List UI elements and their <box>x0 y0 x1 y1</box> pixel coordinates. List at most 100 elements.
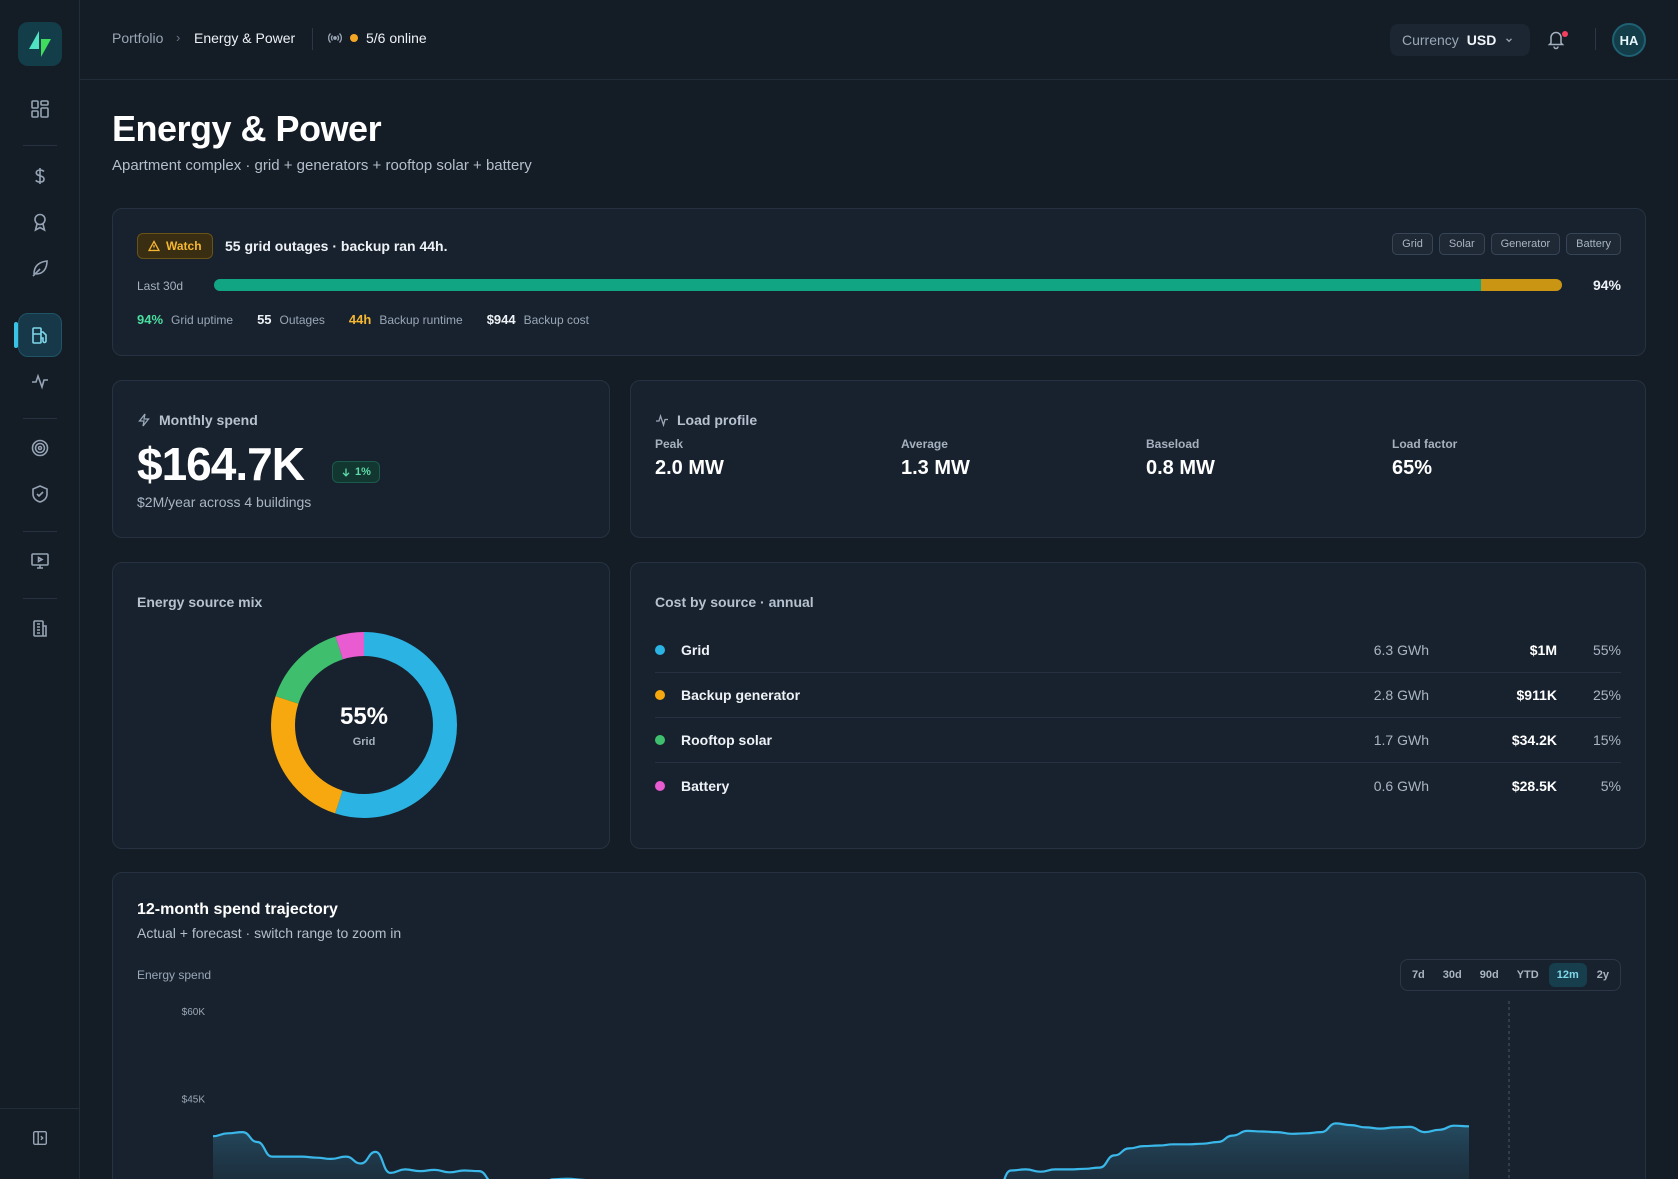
topbar: Portfolio › Energy & Power 5/6 online Cu… <box>80 0 1678 80</box>
dollar-icon <box>35 168 45 184</box>
cost-energy: 0.6 GWh <box>1373 777 1429 794</box>
load-profile-title-text: Load profile <box>677 412 758 428</box>
cost-share: 15% <box>1592 732 1621 748</box>
stat-label: Backup cost <box>523 313 589 327</box>
page-subtitle: Apartment complex · grid + generators + … <box>112 157 532 174</box>
currency-label: Currency <box>1402 32 1459 48</box>
sidebar-toggle-icon <box>32 1130 48 1146</box>
cost-share: 55% <box>1592 642 1621 658</box>
donut-slice-backup-generator[interactable] <box>271 632 457 818</box>
zap-icon <box>138 413 150 427</box>
nav-reports[interactable] <box>18 539 62 583</box>
online-count: 5/6 online <box>366 30 427 46</box>
dashboard-icon <box>31 100 49 118</box>
chip-generator[interactable]: Generator <box>1490 233 1561 255</box>
range-30d[interactable]: 30d <box>1442 969 1462 981</box>
cost-energy: 1.7 GWh <box>1373 732 1429 748</box>
active-nav-indicator <box>14 322 18 348</box>
monthly-spend-subtitle: $2M/year across 4 buildings <box>137 494 312 510</box>
trajectory-axis-label: Energy spend <box>137 968 212 982</box>
monthly-spend-title: Monthly spend <box>137 412 258 428</box>
range-7d[interactable]: 7d <box>1411 969 1425 981</box>
cost-row-rooftop-solar[interactable]: Rooftop solar 1.7 GWh $34.2K 15% <box>655 718 1621 763</box>
cost-source-name: Backup generator <box>681 687 801 703</box>
currency-select[interactable]: Currency USD <box>1390 24 1530 56</box>
chip-battery[interactable]: Battery <box>1566 233 1621 255</box>
nav-finance[interactable] <box>18 154 62 198</box>
notifications-button[interactable] <box>1546 28 1570 52</box>
spend-area <box>213 1123 1469 1179</box>
uptime-bar-label: Last 30d <box>137 279 184 293</box>
nav-certifications[interactable] <box>18 200 62 244</box>
legend-dot <box>655 735 665 745</box>
metric-label: Load factor <box>1392 437 1458 451</box>
range-ytd[interactable]: YTD <box>1516 969 1539 981</box>
nav-activity[interactable] <box>18 359 62 403</box>
cost-row-backup-generator[interactable]: Backup generator 2.8 GWh $911K 25% <box>655 673 1621 718</box>
nav-sustainability[interactable] <box>18 246 62 290</box>
page-title: Energy & Power <box>112 108 382 149</box>
monthly-spend-card: Monthly spend $164.7K 1% $2M/year across… <box>112 380 610 538</box>
backup-bar-fill <box>1481 279 1562 291</box>
cost-energy: 6.3 GWh <box>1373 642 1429 658</box>
online-status[interactable]: 5/6 online <box>328 30 427 46</box>
uptime-bar <box>214 279 1562 291</box>
y-tick-label: $60K <box>182 1007 206 1018</box>
nav-divider <box>23 531 57 532</box>
metric-value: 1.3 MW <box>901 457 970 479</box>
metric-peak: Peak 2.0 MW <box>655 437 724 480</box>
notification-dot <box>1562 31 1568 37</box>
status-message: 55 grid outages · backup ran 44h. <box>225 238 448 254</box>
legend-dot <box>655 780 665 791</box>
metric-label: Average <box>901 437 948 451</box>
app-logo[interactable] <box>18 22 62 66</box>
nav-targets[interactable] <box>18 426 62 470</box>
stat-outages: 55 Outages <box>257 312 325 327</box>
shield-icon <box>32 485 48 503</box>
cost-amount: $911K <box>1516 687 1557 703</box>
stat-backup-cost: $944 Backup cost <box>487 312 589 327</box>
cost-amount: $28.5K <box>1511 777 1557 794</box>
cost-amount: $34.2K <box>1511 732 1557 748</box>
spend-change-badge: 1% <box>332 461 380 483</box>
sidebar-footer-divider <box>0 1108 80 1109</box>
stat-backup-runtime: 44h Backup runtime <box>349 312 463 327</box>
legend-dot <box>655 690 665 700</box>
metric-label: Peak <box>655 437 684 451</box>
warning-icon <box>148 240 160 252</box>
stat-value: 94% <box>137 312 164 327</box>
metric-value: 65% <box>1392 457 1433 479</box>
stat-label: Backup runtime <box>379 313 463 327</box>
cost-energy: 2.8 GWh <box>1373 687 1429 703</box>
chip-grid[interactable]: Grid <box>1392 233 1433 255</box>
cost-row-grid[interactable]: Grid 6.3 GWh $1M 55% <box>655 628 1621 673</box>
spend-line[interactable] <box>212 1122 1470 1179</box>
avatar[interactable]: HA <box>1612 23 1646 57</box>
leaf-icon <box>32 260 48 277</box>
topbar-divider <box>312 28 313 50</box>
range-90d[interactable]: 90d <box>1479 969 1499 981</box>
range-2y[interactable]: 2y <box>1596 969 1609 981</box>
stat-value: $944 <box>486 312 516 327</box>
stat-value: 44h <box>348 312 372 327</box>
breadcrumb-portfolio[interactable]: Portfolio <box>112 30 164 46</box>
stat-label: Grid uptime <box>171 313 234 327</box>
uptime-bar-fill <box>214 279 1482 291</box>
watch-badge: Watch <box>137 233 213 259</box>
donut-slice-battery[interactable] <box>271 632 457 818</box>
sidebar-collapse-button[interactable] <box>18 1116 62 1160</box>
nav-energy[interactable] <box>18 313 62 357</box>
metric-value: 2.0 MW <box>655 457 724 479</box>
award-icon <box>34 213 46 232</box>
nav-dashboard[interactable] <box>18 87 62 131</box>
metric-average: Average 1.3 MW <box>901 437 970 480</box>
cost-source-name: Grid <box>681 642 710 658</box>
chip-solar[interactable]: Solar <box>1438 233 1485 255</box>
stat-value: 55 <box>257 312 272 327</box>
bell-icon <box>1547 31 1565 50</box>
donut-center-value: 55% <box>339 702 389 730</box>
nav-compliance[interactable] <box>18 472 62 516</box>
range-12m[interactable]: 12m <box>1548 963 1587 987</box>
nav-buildings[interactable] <box>18 606 62 650</box>
cost-row-battery[interactable]: Battery 0.6 GWh $28.5K 5% <box>655 763 1621 808</box>
